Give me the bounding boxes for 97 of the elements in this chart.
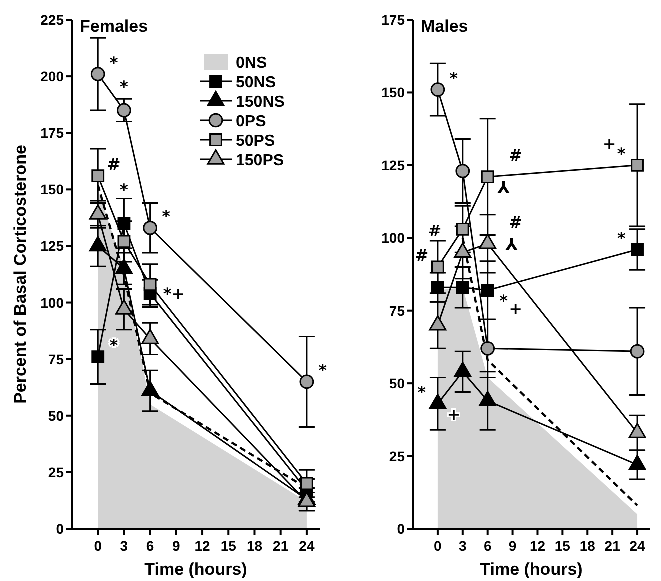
x-tick-label: 15 xyxy=(554,538,571,554)
point xyxy=(631,243,644,256)
annotation: * xyxy=(110,336,119,356)
annotation: # xyxy=(428,222,442,241)
x-tick-label: 9 xyxy=(508,538,517,554)
y-tick-label: 175 xyxy=(40,125,64,142)
x-tick-label: 6 xyxy=(146,538,154,554)
annotation: + xyxy=(509,299,523,318)
point xyxy=(628,423,646,438)
x-tick-label: 24 xyxy=(630,538,646,554)
annotation: * xyxy=(617,228,626,248)
x-tick-label: 9 xyxy=(172,538,181,554)
annotation: * xyxy=(418,382,427,402)
y-tick-label: 150 xyxy=(382,84,406,101)
legend-label: 0NS xyxy=(236,55,268,72)
x-tick-label: 18 xyxy=(580,538,596,554)
point xyxy=(117,103,132,118)
legend-label: 150PS xyxy=(236,152,284,170)
x-tick-label: 21 xyxy=(273,538,289,554)
y-tick-label: 175 xyxy=(382,12,406,28)
x-tick-label: 21 xyxy=(604,538,621,554)
chart-title: Males xyxy=(421,17,468,36)
annotation: * xyxy=(120,77,130,96)
annotation: *+ xyxy=(163,284,186,304)
point xyxy=(90,67,106,82)
point xyxy=(456,164,470,178)
point xyxy=(92,350,105,364)
point xyxy=(479,391,497,406)
annotation: * xyxy=(120,180,130,200)
point xyxy=(429,315,447,331)
point xyxy=(144,278,157,292)
y-tick-label: 125 xyxy=(382,157,406,174)
y-tick-label: 50 xyxy=(389,376,406,392)
point xyxy=(118,217,131,230)
point xyxy=(431,260,444,274)
legend-label: 0PS xyxy=(236,114,267,130)
annotation: ⅄ xyxy=(506,234,518,254)
annotation: # xyxy=(415,246,429,266)
y-tick-label: 125 xyxy=(40,238,64,254)
point xyxy=(481,170,494,184)
point xyxy=(630,344,645,359)
annotation: + xyxy=(602,134,616,154)
point xyxy=(456,281,470,294)
point xyxy=(456,222,470,236)
annotation: # xyxy=(107,155,121,174)
annotation: * xyxy=(162,207,172,226)
point xyxy=(481,284,494,297)
x-tick-label: 3 xyxy=(120,538,128,554)
annotation: # xyxy=(509,212,523,232)
y-tick-label: 100 xyxy=(40,294,64,311)
y-tick-label: 50 xyxy=(48,408,64,424)
point xyxy=(118,235,131,248)
point xyxy=(631,158,644,172)
y-tick-label: 0 xyxy=(397,521,406,537)
annotation: * xyxy=(617,144,626,164)
y-tick-label: 25 xyxy=(48,464,64,480)
legend-label: 50PS xyxy=(236,133,276,150)
y-tick-label: 0 xyxy=(56,521,64,537)
point xyxy=(628,455,646,470)
x-tick-label: 6 xyxy=(484,538,492,554)
legend-label: 150NS xyxy=(236,94,286,111)
x-tick-label: 3 xyxy=(458,538,467,554)
point xyxy=(300,477,314,490)
y-tick-label: 75 xyxy=(389,302,406,319)
annotation: * xyxy=(500,291,509,310)
annotation: * xyxy=(318,360,328,380)
annotation: * xyxy=(110,53,119,72)
x-axis-title: Time (hours) xyxy=(144,560,248,579)
y-tick-label: 75 xyxy=(48,351,64,368)
point xyxy=(300,374,314,390)
point xyxy=(454,362,472,378)
annotation: ⅄ xyxy=(498,178,510,198)
y-tick-label: 100 xyxy=(382,230,406,246)
x-tick-label: 0 xyxy=(434,538,442,554)
point xyxy=(92,170,105,183)
point xyxy=(430,82,446,97)
x-tick-label: 18 xyxy=(246,538,263,554)
y-axis-title: Percent of Basal Corticosterone xyxy=(11,145,30,404)
x-tick-label: 12 xyxy=(530,538,546,554)
x-axis-title: Time (hours) xyxy=(480,560,583,579)
y-tick-label: 225 xyxy=(40,12,64,28)
point xyxy=(480,342,496,356)
chart-title: Females xyxy=(80,17,148,36)
y-tick-label: 150 xyxy=(40,182,64,198)
annotation: # xyxy=(509,146,523,166)
annotation: + xyxy=(447,404,461,424)
x-tick-label: 24 xyxy=(299,538,315,554)
x-tick-label: 12 xyxy=(194,538,211,554)
point xyxy=(431,281,444,294)
x-tick-label: 15 xyxy=(220,538,237,554)
y-tick-label: 25 xyxy=(389,448,406,464)
point xyxy=(429,394,447,410)
x-tick-label: 0 xyxy=(94,538,102,554)
annotation: * xyxy=(450,68,459,88)
legend-label: 50NS xyxy=(236,74,276,92)
point xyxy=(143,220,158,236)
y-tick-label: 200 xyxy=(40,68,64,85)
